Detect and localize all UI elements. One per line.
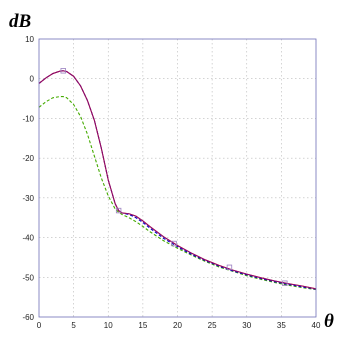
series-line-3 (38, 96, 317, 291)
x-tick-label: 0 (37, 321, 42, 330)
grid (39, 39, 316, 317)
x-tick-label: 10 (104, 321, 113, 330)
data-point-marker (282, 280, 288, 286)
x-tick-label: 35 (277, 321, 286, 330)
y-tick-label: -20 (22, 154, 34, 163)
y-tick-label: -40 (22, 234, 34, 243)
data-point-marker (115, 207, 122, 214)
plot-frame (38, 38, 317, 318)
x-tick-label: 40 (312, 321, 321, 330)
x-tick-label: 15 (138, 321, 147, 330)
y-tick-label: -10 (22, 114, 34, 123)
series-layer (38, 70, 317, 291)
y-tick-label: 0 (30, 75, 35, 84)
y-tick-label: 10 (25, 35, 34, 44)
x-axis-title: θ (324, 311, 334, 332)
series-line-overlay (38, 70, 317, 290)
y-axis-title: dB (9, 11, 31, 32)
marker-layer (60, 68, 288, 286)
x-tick-label: 30 (242, 321, 251, 330)
y-tick-label: -60 (22, 313, 34, 322)
x-tick-label: 25 (208, 321, 217, 330)
tick-labels: 0 5 10 15 20 25 30 35 40 10 0 -10 -20 -30 -40 -50 -60 (22, 35, 321, 330)
x-tick-label: 5 (71, 321, 76, 330)
y-tick-label: -50 (22, 273, 34, 282)
data-point-marker (171, 240, 177, 247)
y-tick-label: -30 (22, 194, 34, 203)
x-tick-label: 20 (173, 321, 182, 330)
data-point-marker (60, 68, 66, 74)
data-point-marker (226, 264, 233, 271)
